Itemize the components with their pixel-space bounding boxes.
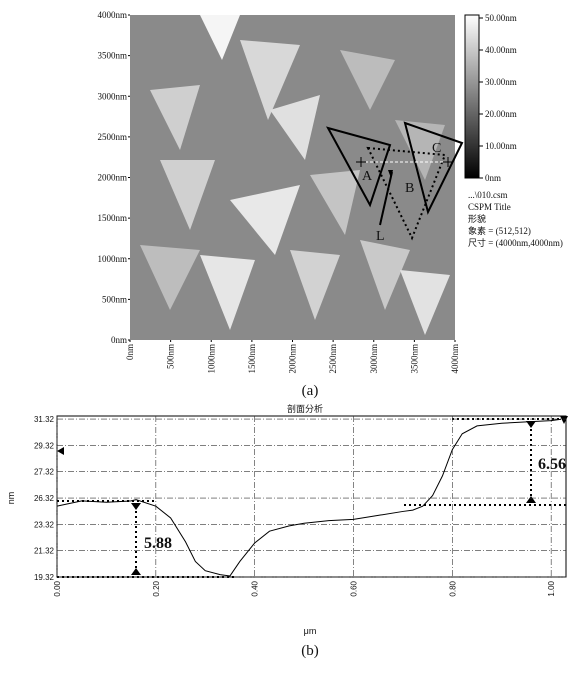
colorbar-label: 30.00nm	[485, 77, 517, 87]
x-tick-label: 1500nm	[247, 344, 257, 374]
y-tick-label: 31.32	[34, 415, 55, 424]
region-label: A	[362, 169, 373, 184]
y-tick-label: 19.32	[34, 573, 55, 582]
arrow-heads	[57, 416, 568, 575]
colorbar-label: 10.00nm	[485, 141, 517, 151]
image-info: 象素 = (512,512)	[468, 225, 531, 236]
y-tick-label: 3500nm	[97, 51, 127, 61]
region-label: C	[432, 141, 441, 156]
y-tick-label: 23.32	[34, 520, 55, 529]
caption: (a)	[302, 383, 319, 399]
x-tick-label: 0.00	[53, 580, 62, 596]
y-tick-label: 0nm	[111, 335, 127, 345]
y-tick-label: 1000nm	[97, 254, 127, 264]
image-info: 形貌	[468, 213, 486, 224]
y-tick-label: 29.32	[34, 441, 55, 450]
x-tick-label: 0.40	[251, 580, 260, 596]
plot-frame	[57, 416, 566, 577]
image-info: ...\010.csm	[468, 190, 508, 200]
afm-image	[130, 15, 462, 340]
x-tick-label: 3500nm	[409, 344, 419, 374]
y-tick-label: 2000nm	[97, 173, 127, 183]
colorbar	[465, 15, 479, 178]
x-tick-label: 2000nm	[288, 344, 298, 374]
y-tick-label: 26.32	[34, 494, 55, 503]
measure-label: 5.88	[144, 535, 172, 552]
measure-label: 6.56	[538, 456, 566, 473]
y-tick-label: 3000nm	[97, 91, 127, 101]
chart-title: 剖面分析	[287, 403, 323, 414]
x-tick-label: 0.80	[448, 580, 457, 596]
image-info: 尺寸 = (4000nm,4000nm)	[468, 237, 563, 248]
x-tick-label: 1000nm	[206, 344, 216, 374]
x-tick-label: 1.00	[547, 580, 556, 596]
colorbar-label: 20.00nm	[485, 109, 517, 119]
y-tick-label: 21.32	[34, 547, 55, 556]
y-tick-label: 4000nm	[97, 10, 127, 20]
x-tick-label: 0.20	[152, 580, 161, 596]
colorbar-label: 50.00nm	[485, 13, 517, 23]
image-info: CSPM Title	[468, 202, 511, 212]
y-tick-label: 1500nm	[97, 213, 127, 223]
profile-line	[57, 419, 561, 576]
y-tick-label: 500nm	[102, 294, 127, 304]
colorbar-label: 0nm	[485, 173, 501, 183]
x-tick-label: 500nm	[166, 344, 176, 369]
colorbar-label: 40.00nm	[485, 45, 517, 55]
x-tick-label: 4000nm	[450, 344, 460, 374]
x-tick-label: 2500nm	[328, 344, 338, 374]
x-axis-label: μm	[304, 626, 317, 636]
y-tick-label: 2500nm	[97, 132, 127, 142]
x-tick-label: 0nm	[125, 344, 135, 360]
y-axis-label: nm	[6, 492, 16, 505]
x-tick-label: 3000nm	[369, 344, 379, 374]
y-tick-label: 27.32	[34, 468, 55, 477]
x-tick-label: 0.60	[350, 580, 359, 596]
caption: (b)	[301, 643, 319, 659]
region-label: L	[376, 229, 385, 244]
region-label: B	[405, 181, 414, 196]
page: (a) (b) 剖面分析 nm μm 0nm 500nm 1000nm 1500nm 2…	[0, 0, 576, 669]
